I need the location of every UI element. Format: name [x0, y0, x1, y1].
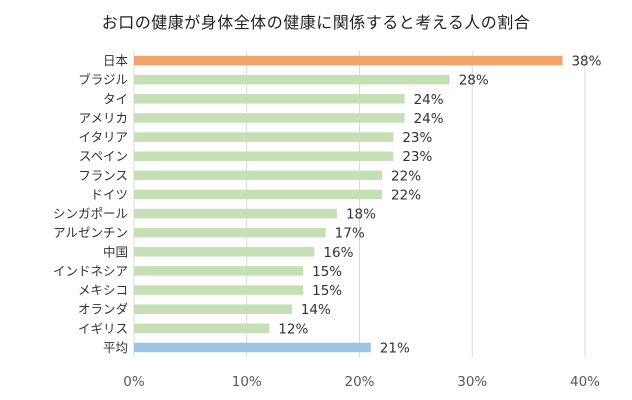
value-label: 14%	[301, 302, 331, 318]
bar	[134, 266, 304, 276]
value-label: 18%	[346, 207, 376, 223]
category-label: イタリア	[78, 130, 128, 145]
bar	[134, 285, 304, 295]
value-label: 17%	[335, 226, 365, 242]
labels: 0% 10% 20% 30% 40% 日本 38% ブラジル 28% タイ 24% アメリカ 24% イタ…	[53, 53, 602, 390]
value-label: 22%	[391, 168, 421, 184]
value-label: 23%	[402, 149, 432, 165]
bar	[134, 132, 394, 142]
bar	[134, 151, 394, 161]
value-label: 28%	[459, 73, 489, 89]
category-label: 平均	[103, 340, 128, 355]
category-label: アメリカ	[79, 110, 128, 125]
value-label: 23%	[402, 130, 432, 146]
x-tick-label: 30%	[457, 374, 487, 390]
value-label: 38%	[571, 54, 601, 70]
category-label: メキシコ	[78, 283, 128, 298]
value-label: 24%	[414, 111, 444, 127]
category-label: フランス	[78, 168, 128, 183]
category-label: ドイツ	[90, 187, 128, 202]
category-label: 日本	[103, 53, 129, 68]
x-tick-label: 10%	[232, 374, 262, 390]
bar	[134, 170, 383, 181]
bar	[134, 227, 326, 238]
category-label: 中国	[103, 244, 128, 259]
category-label: インドネシア	[53, 263, 128, 278]
bar	[134, 189, 383, 200]
bar	[134, 113, 405, 123]
value-label: 24%	[414, 92, 444, 108]
x-tick-label: 0%	[123, 374, 145, 390]
bar	[134, 304, 292, 314]
bar	[134, 94, 405, 104]
bar	[134, 74, 450, 85]
bar	[134, 247, 315, 257]
value-label: 15%	[312, 283, 342, 299]
value-label: 15%	[312, 264, 342, 280]
category-label: スペイン	[79, 149, 128, 164]
bar	[134, 55, 563, 66]
x-tick-label: 40%	[570, 374, 600, 390]
category-label: イギリス	[78, 321, 128, 336]
bars	[134, 55, 563, 353]
bar	[134, 342, 371, 353]
chart-title: お口の健康が身体全体の健康に関係すると考える人の割合	[101, 13, 531, 32]
bar	[134, 208, 337, 219]
value-label: 12%	[278, 321, 308, 337]
category-label: オランダ	[78, 302, 128, 317]
category-label: アルゼンチン	[53, 225, 128, 240]
value-label: 21%	[380, 340, 410, 356]
category-label: ブラジル	[78, 72, 128, 87]
value-label: 22%	[391, 187, 421, 203]
value-label: 16%	[323, 245, 353, 261]
category-label: タイ	[103, 91, 128, 106]
bar	[134, 323, 270, 334]
x-tick-label: 20%	[344, 374, 374, 390]
category-label: シンガポール	[53, 206, 128, 221]
